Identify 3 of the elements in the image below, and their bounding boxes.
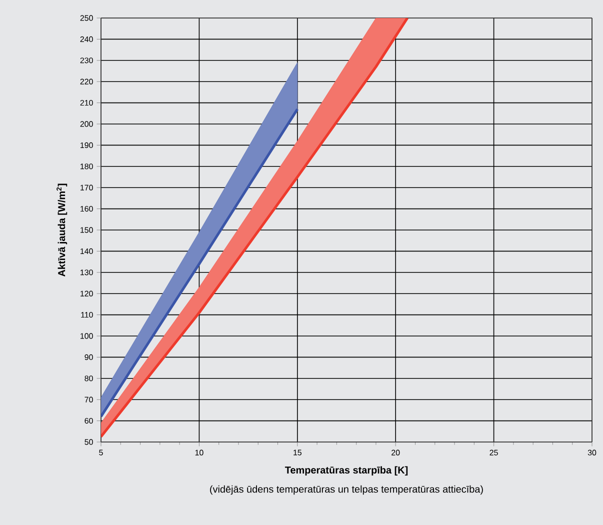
x-axis-title: Temperatūras starpība [K]: [284, 466, 408, 476]
y-axis-title: Aktīvā jauda [W/m$^{2}$]: [56, 184, 68, 276]
text: (vidējās ūdens temperatūras un telpas temperatūras attiecība): [210, 485, 483, 495]
